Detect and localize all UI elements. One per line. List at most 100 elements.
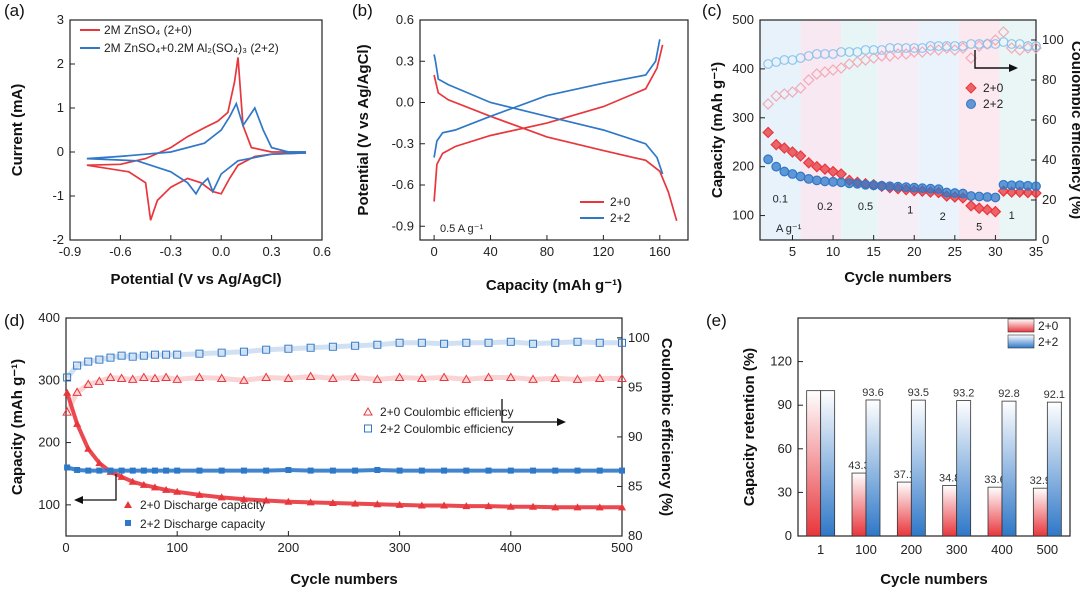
point-c-ce-2p0 [762, 98, 774, 110]
y2-tick-label-d: 80 [628, 528, 642, 543]
point-c-capacity-2p2 [941, 187, 952, 198]
point-d-ce-2p2 [239, 347, 248, 356]
point-d-ce-2p0 [127, 374, 138, 383]
bar-value-label-e: 34.8 [939, 472, 960, 484]
point-c-capacity-2p0 [989, 205, 1002, 218]
bar-value-label-e: 92.8 [998, 388, 1019, 400]
bar-e-2p2 [956, 400, 972, 537]
y-tick-label-c: 400 [732, 61, 754, 76]
point-c-capacity-2p2 [860, 179, 871, 190]
x-axis-label-e: Cycle numbers [880, 571, 988, 588]
current-density-annotation: 0.5 A g⁻¹ [440, 223, 483, 235]
point-c-capacity-2p2 [933, 184, 944, 195]
point-d-ce-2p0 [439, 372, 449, 381]
point-c-capacity-2p2 [803, 173, 814, 184]
point-d-ce-2p2 [150, 350, 159, 359]
x-tick-label-b: 40 [483, 244, 497, 259]
point-d-ce-2p2 [573, 337, 582, 346]
y-tick-label-b: -0.9 [392, 218, 414, 233]
y-tick-label-a: -1 [52, 188, 64, 203]
legend-text-c: 2+0 [983, 81, 1004, 95]
axis-arrowhead-d-right [557, 418, 566, 426]
point-c-capacity-2p2 [982, 192, 993, 202]
point-d-ce-2p2 [106, 353, 115, 362]
y-tick-label-d: 200 [38, 435, 60, 450]
x-axis-label-d: Cycle numbers [290, 571, 398, 588]
point-d-ce-2p2 [195, 349, 204, 358]
point-d-ce-2p2 [306, 343, 315, 352]
point-d-ce-2p2 [462, 338, 471, 347]
point-c-capacity-2p2 [990, 192, 1001, 203]
point-c-capacity-2p2 [925, 183, 936, 194]
panel-label-d: (d) [4, 311, 25, 330]
x-tick-label-c: 35 [1029, 244, 1043, 259]
point-d-ce-2p2 [95, 355, 104, 364]
point-d-ce-2p0 [283, 373, 294, 382]
point-c-capacity-2p2 [787, 169, 798, 179]
x-tick-label-c: 5 [789, 244, 796, 259]
point-c-capacity-2p2 [998, 179, 1009, 190]
point-d-ce-2p0 [216, 373, 227, 382]
point-c-capacity-2p2 [779, 166, 790, 177]
y2-tick-label-c: 60 [1042, 112, 1056, 127]
rate-label: 2 [940, 211, 946, 223]
point-c-capacity-2p2 [820, 176, 830, 187]
y2-tick-label-c: 20 [1042, 192, 1056, 207]
y-tick-label-e: 0 [785, 528, 792, 543]
point-c-capacity-2p2 [868, 180, 879, 191]
panel-label-b: (b) [352, 1, 373, 20]
point-c-capacity-2p2 [1006, 180, 1017, 191]
point-d-ce-2p2 [373, 340, 382, 349]
point-d-ce-2p0 [328, 373, 338, 382]
point-c-capacity-2p2 [828, 176, 838, 187]
point-d-ce-2p0 [172, 374, 183, 383]
series-band-d [65, 392, 622, 510]
x-tick-label-a: 0.0 [212, 244, 230, 259]
gcd-curve-2p0-charge [433, 44, 664, 202]
point-c-capacity-2p2 [811, 175, 822, 186]
point-c-capacity-2p2 [958, 188, 968, 199]
point-c-capacity-2p0 [762, 126, 774, 139]
rate-label: 1 [907, 204, 913, 216]
point-c-capacity-2p2 [763, 154, 774, 165]
bar-e-2p2 [820, 390, 836, 537]
y-tick-label-d: 400 [38, 310, 60, 325]
point-d-ce-2p0 [62, 407, 72, 416]
point-c-capacity-2p2 [844, 178, 855, 189]
y2-tick-label-c: 100 [1042, 32, 1064, 47]
point-d-ce-2p0 [617, 373, 627, 382]
y-axis-label-c: Capacity (mAh g⁻¹) [709, 62, 726, 198]
point-c-capacity-2p2 [901, 182, 912, 193]
plot-frame-c [759, 19, 1037, 241]
point-d-ce-2p0 [461, 374, 472, 383]
point-c-ce-2p2 [1031, 41, 1041, 51]
x-tick-label-e: 1 [817, 542, 824, 557]
point-d-ce-2p0 [116, 373, 127, 382]
rate-label: 0.1 [773, 194, 788, 206]
legend-swatch-e [1007, 318, 1035, 333]
rate-region-band [877, 20, 919, 240]
x-tick-label-a: 0.6 [313, 244, 331, 259]
point-d-ce-2p0 [550, 373, 561, 382]
x-tick-label-c: 25 [948, 244, 962, 259]
point-d-ce-2p2 [395, 338, 404, 347]
legend-swatch-d [363, 406, 373, 416]
y-tick-label-e: 60 [778, 441, 792, 456]
point-d-ce-2p2 [440, 339, 449, 348]
legend-swatch-d [125, 520, 131, 526]
point-c-capacity-2p2 [966, 191, 976, 201]
axis-arrow-d-left [80, 474, 117, 501]
y2-tick-label-c: 0 [1042, 232, 1049, 247]
panel-d-cycling-chart: 0 100 200 300 400 500 100 200 300 400 80 85 90 95 100 (… [4, 310, 675, 588]
legend-text-b: 2+0 [610, 195, 631, 209]
y2-tick-label-c: 80 [1042, 72, 1056, 87]
point-d-ce-2p2 [351, 341, 360, 350]
rate-label: 0.5 [858, 201, 873, 213]
y-tick-label-e: 120 [770, 354, 792, 369]
x-tick-label-d: 500 [611, 540, 633, 555]
y-tick-label-b: 0.3 [396, 53, 414, 68]
point-d-ce-2p0 [138, 372, 149, 381]
x-axis-label-a: Potential (V vs Ag/AgCl) [110, 271, 281, 288]
point-c-ce-2p0 [794, 82, 807, 94]
y-tick-label-c: 300 [732, 110, 754, 125]
